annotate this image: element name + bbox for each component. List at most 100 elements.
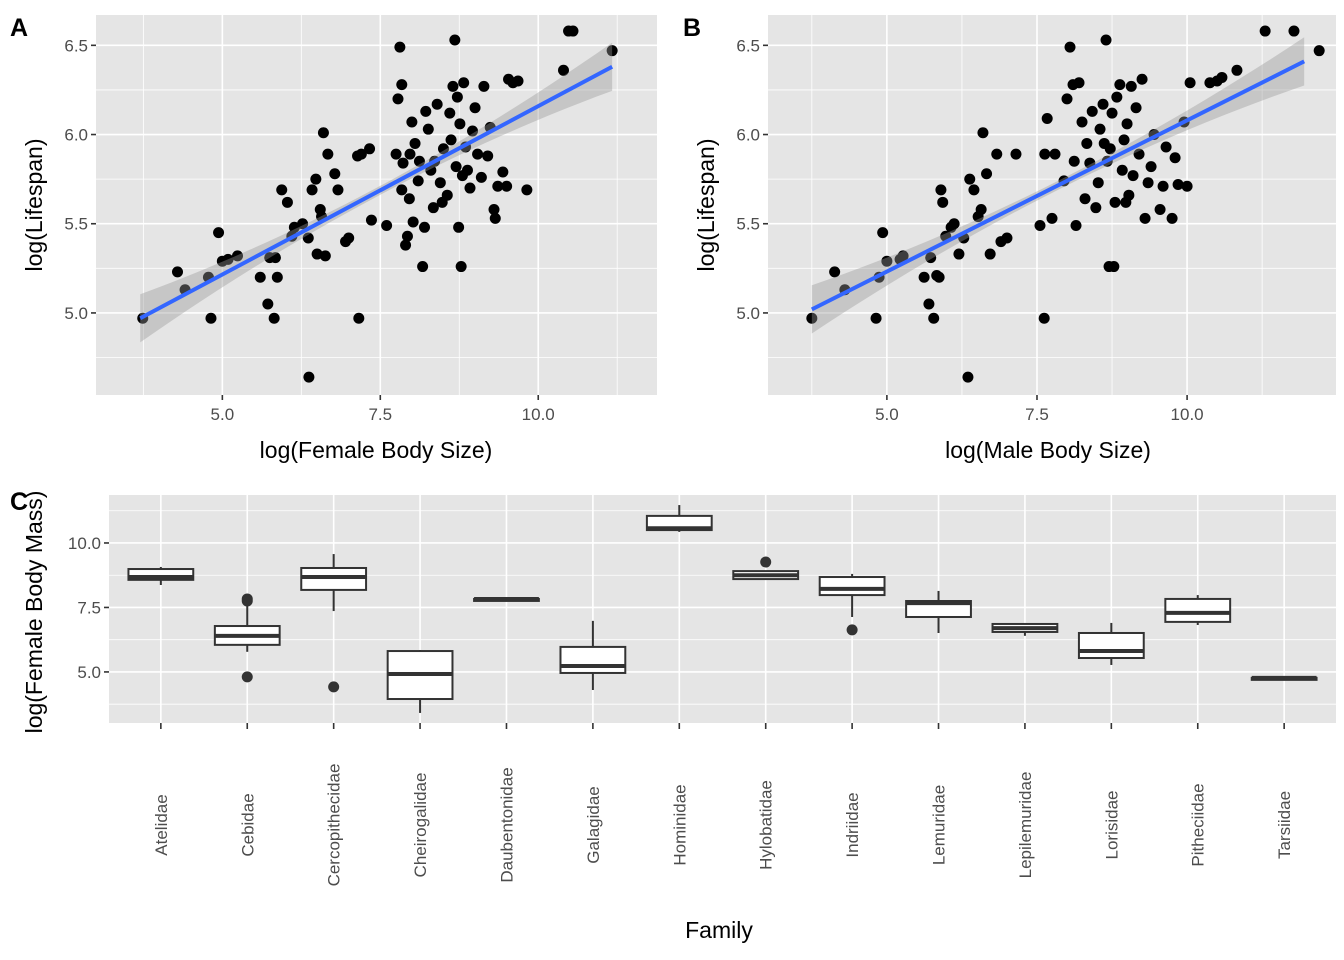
data-point bbox=[303, 371, 315, 383]
data-point bbox=[396, 184, 408, 196]
data-point bbox=[213, 227, 225, 239]
data-point bbox=[964, 173, 976, 185]
data-point bbox=[488, 203, 500, 215]
data-point bbox=[1104, 143, 1116, 155]
data-point bbox=[567, 25, 579, 37]
boxplot-lorisidae bbox=[1077, 622, 1145, 665]
data-point bbox=[1061, 93, 1073, 105]
data-point bbox=[521, 184, 533, 196]
data-point bbox=[406, 116, 418, 128]
outlier-point bbox=[241, 671, 253, 683]
data-point bbox=[390, 148, 402, 160]
y-tick-label: 5.0 bbox=[736, 304, 760, 323]
data-point bbox=[422, 123, 434, 135]
data-point bbox=[461, 164, 473, 176]
data-point bbox=[1106, 107, 1118, 119]
data-point bbox=[449, 34, 461, 46]
panel-c-boxplot: 5.0 7.5 10.0 Atelidae Cebidae Cercopithecidae… bbox=[68, 495, 1336, 886]
data-point bbox=[1288, 25, 1300, 37]
data-point bbox=[401, 230, 413, 242]
data-point bbox=[933, 271, 945, 283]
data-point bbox=[317, 127, 329, 139]
data-point bbox=[1121, 118, 1133, 130]
data-point bbox=[1100, 34, 1112, 46]
data-point bbox=[928, 312, 940, 324]
x-tick-label: 10.0 bbox=[522, 405, 555, 424]
data-point bbox=[1231, 64, 1243, 76]
data-point bbox=[1041, 112, 1053, 124]
data-point bbox=[1216, 71, 1228, 83]
outlier-point bbox=[846, 624, 858, 636]
regression-line bbox=[139, 64, 614, 321]
boxplot-cebidae bbox=[213, 593, 281, 683]
data-point bbox=[1046, 212, 1058, 224]
data-point bbox=[977, 127, 989, 139]
data-point bbox=[1114, 79, 1126, 91]
y-tick-label: 5.0 bbox=[77, 663, 101, 682]
data-point bbox=[1123, 189, 1135, 201]
category-label: Cercopithecidae bbox=[325, 764, 344, 887]
data-point bbox=[1130, 102, 1142, 114]
data-point bbox=[937, 196, 949, 208]
data-point bbox=[918, 271, 930, 283]
data-point bbox=[1166, 212, 1178, 224]
box-iqr bbox=[1164, 597, 1232, 623]
data-point bbox=[434, 177, 446, 189]
data-point bbox=[262, 298, 274, 310]
box-iqr bbox=[127, 568, 195, 581]
data-point bbox=[1127, 170, 1139, 182]
boxplot-galagidae bbox=[559, 620, 627, 690]
data-point bbox=[829, 266, 841, 278]
boxplot-cercopithecidae bbox=[300, 554, 368, 693]
data-point bbox=[444, 107, 456, 119]
y-tick-label: 5.0 bbox=[64, 304, 88, 323]
data-point bbox=[1038, 312, 1050, 324]
y-tick-label: 6.0 bbox=[736, 126, 760, 145]
data-point bbox=[467, 125, 479, 137]
data-point bbox=[222, 253, 234, 265]
boxplot-pitheciidae bbox=[1164, 595, 1232, 625]
data-point bbox=[1097, 98, 1109, 110]
data-point bbox=[1118, 134, 1130, 146]
data-point bbox=[1108, 261, 1120, 273]
regression-line bbox=[810, 59, 1306, 312]
data-point bbox=[1034, 220, 1046, 232]
data-point bbox=[394, 41, 406, 53]
data-point bbox=[1010, 148, 1022, 160]
data-point bbox=[1068, 155, 1080, 167]
boxplot-hominidae bbox=[645, 505, 713, 532]
category-label: Hominidae bbox=[670, 784, 689, 865]
boxplot-hylobatidae bbox=[732, 556, 800, 581]
data-point bbox=[288, 221, 300, 233]
plot-background bbox=[109, 495, 1336, 723]
category-label: Daubentonidae bbox=[497, 767, 516, 882]
boxplot-lepilemuridae bbox=[991, 622, 1059, 636]
data-point bbox=[353, 312, 365, 324]
data-point bbox=[469, 102, 481, 114]
data-point bbox=[1169, 152, 1181, 164]
data-point bbox=[332, 184, 344, 196]
data-point bbox=[306, 184, 318, 196]
data-point bbox=[877, 227, 889, 239]
data-point bbox=[451, 91, 463, 103]
data-point bbox=[1139, 212, 1151, 224]
panel-a-x-axis-title: log(Female Body Size) bbox=[260, 437, 493, 463]
data-point bbox=[1094, 123, 1106, 135]
data-point bbox=[1086, 105, 1098, 117]
data-point bbox=[1181, 180, 1193, 192]
y-tick-label: 7.5 bbox=[77, 598, 101, 617]
y-tick-label: 6.5 bbox=[736, 36, 760, 55]
data-point bbox=[1049, 148, 1061, 160]
data-point bbox=[1160, 141, 1172, 153]
panel-b-y-axis-title: log(Lifespan) bbox=[693, 139, 719, 272]
data-point bbox=[558, 64, 569, 76]
data-point bbox=[482, 150, 494, 162]
data-point bbox=[1184, 77, 1196, 89]
data-point bbox=[953, 248, 965, 260]
outlier-point bbox=[328, 681, 340, 693]
data-point bbox=[171, 266, 183, 278]
data-point bbox=[276, 184, 288, 196]
data-point bbox=[403, 193, 415, 205]
data-point bbox=[1081, 137, 1093, 149]
